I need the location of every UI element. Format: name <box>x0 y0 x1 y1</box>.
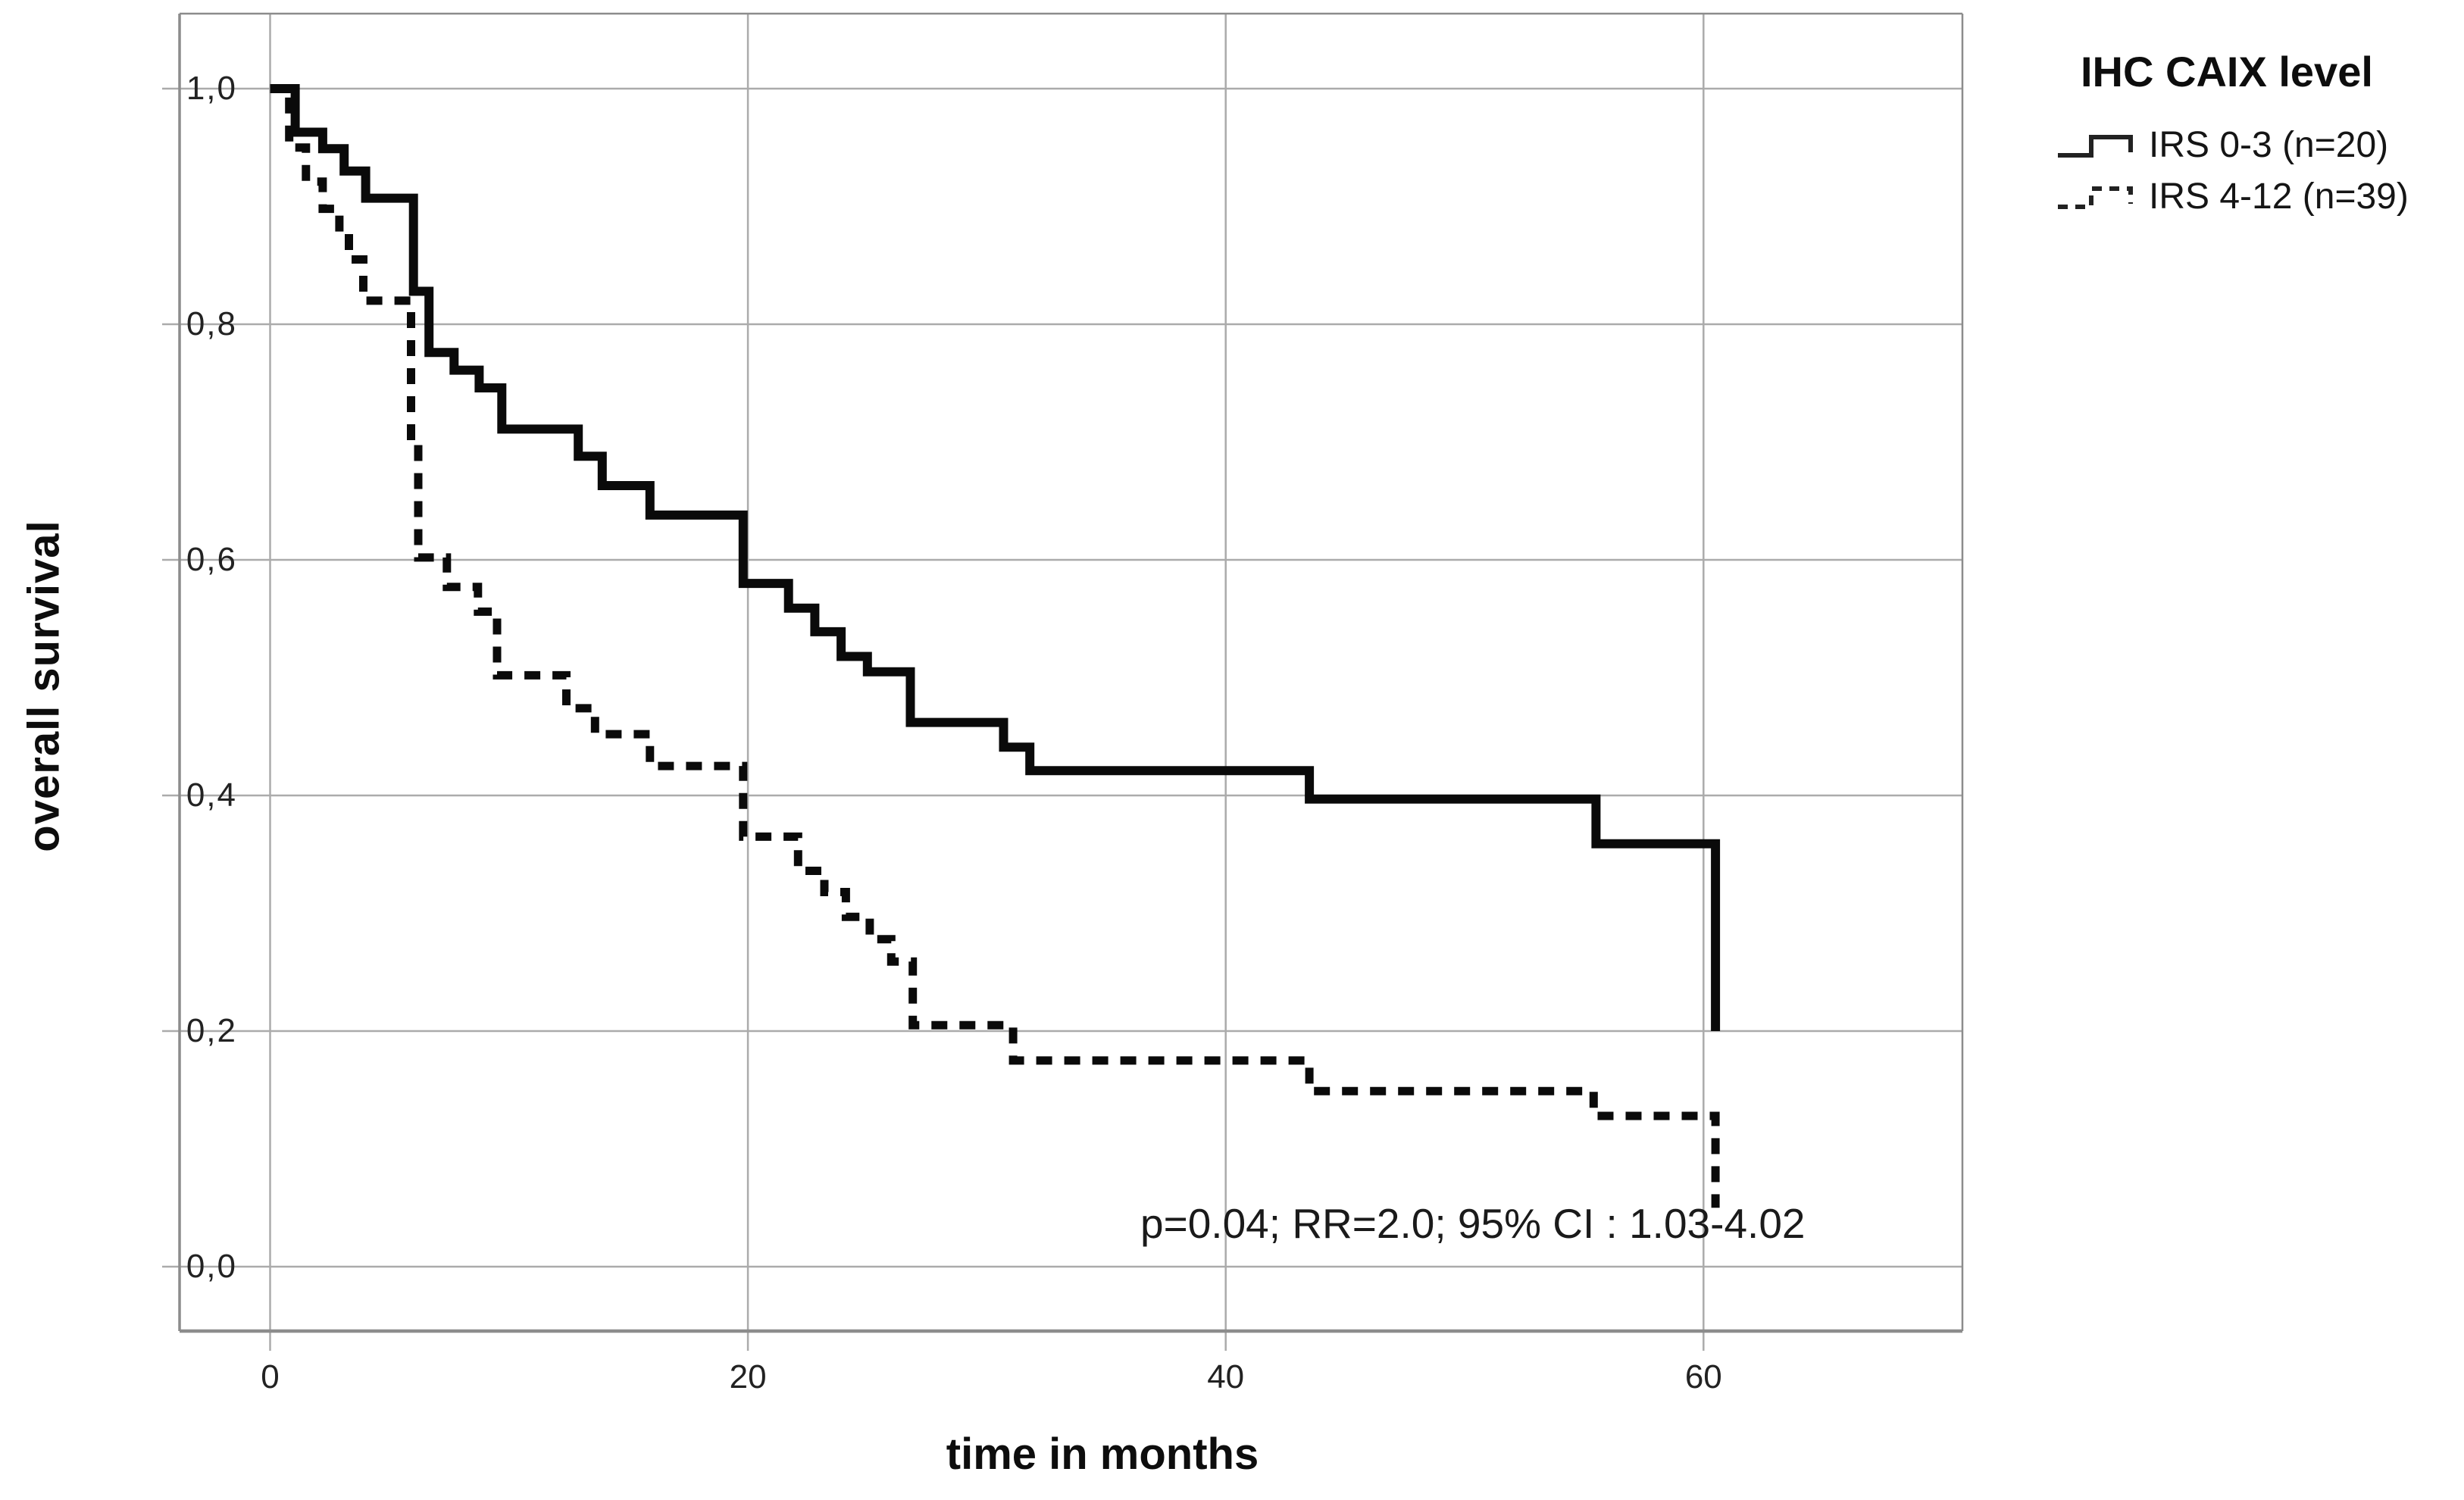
y-tick-label: 0,0 <box>186 1248 237 1285</box>
x-tick-label: 0 <box>261 1358 280 1395</box>
solid-line-swatch-icon <box>2058 135 2133 158</box>
x-tick-label: 20 <box>729 1358 767 1395</box>
y-tick-label: 0,2 <box>186 1012 237 1049</box>
y-axis-title: overall survival <box>19 520 69 852</box>
x-tick-label: 60 <box>1684 1358 1722 1395</box>
x-tick-label: 40 <box>1207 1358 1245 1395</box>
legend-title: IHC CAIX level <box>2081 48 2373 95</box>
y-tick-label: 0,4 <box>186 777 237 814</box>
survival-curve-solid <box>270 84 1721 1031</box>
y-tick-label: 1,0 <box>186 70 237 107</box>
survival-curve-dashed <box>270 84 1720 1208</box>
statistics-annotation: p=0.04; RR=2.0; 95% CI : 1.03-4.02 <box>1140 1200 1806 1247</box>
y-tick-label: 0,6 <box>186 541 237 578</box>
legend-label: IRS 4-12 (n=39) <box>2149 177 2409 217</box>
y-tick-label: 0,8 <box>186 305 237 342</box>
x-axis-title: time in months <box>946 1430 1259 1479</box>
legend-label: IRS 0-3 (n=20) <box>2149 125 2389 165</box>
dashed-line-swatch-icon <box>2058 186 2133 209</box>
